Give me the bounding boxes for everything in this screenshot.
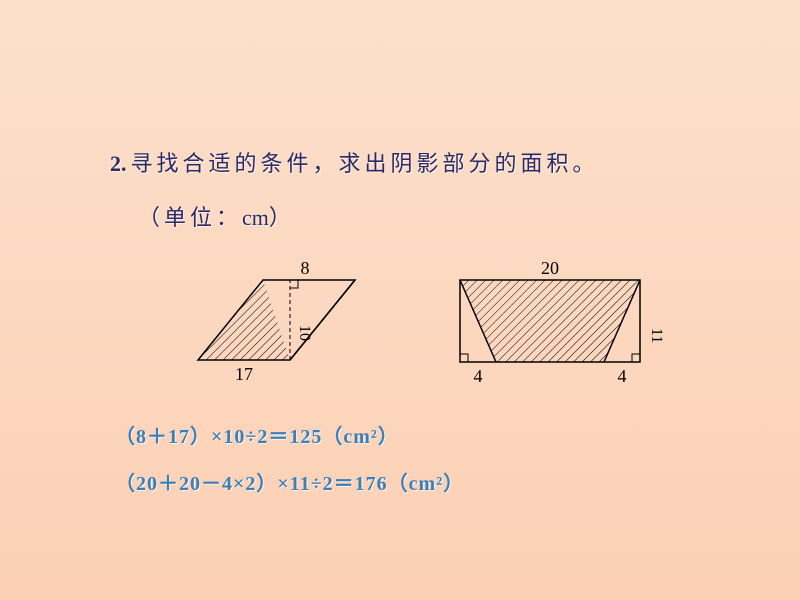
fig2-ra-left — [460, 354, 468, 362]
fig2-shaded — [460, 280, 640, 362]
fig1-bottom-label: 17 — [235, 364, 253, 384]
problem-block: 2. 寻找合适的条件，求出阴影部分的面积。 （单位：cm） — [110, 140, 710, 243]
fig2-br-label: 4 — [618, 366, 627, 386]
figures-container: 8 17 10 20 4 4 11 — [130, 255, 690, 400]
figure-1: 8 17 10 — [198, 258, 355, 384]
problem-line1: 2. 寻找合适的条件，求出阴影部分的面积。 — [110, 140, 710, 188]
fig1-diag — [290, 280, 355, 360]
problem-number: 2. — [110, 151, 127, 176]
answer-2: （20＋20－4×2）×11÷2＝176（cm²） — [115, 467, 464, 496]
fig2-height-label: 11 — [648, 328, 665, 343]
fig1-height-label: 10 — [296, 325, 313, 341]
fig2-top-label: 20 — [541, 258, 559, 278]
fig1-shaded — [198, 280, 290, 360]
problem-line2: （单位：cm） — [138, 194, 710, 242]
unit-prefix: （单位： — [138, 205, 242, 230]
answers-block: （8＋17）×10÷2＝125（cm²） （20＋20－4×2）×11÷2＝17… — [115, 420, 464, 514]
fig2-bl-label: 4 — [474, 366, 483, 386]
figure-2: 20 4 4 11 — [460, 258, 665, 386]
unit-value: cm — [242, 205, 269, 230]
fig1-top-label: 8 — [301, 258, 310, 278]
fig1-right-angle — [290, 280, 298, 288]
problem-text: 寻找合适的条件，求出阴影部分的面积。 — [131, 151, 599, 176]
answer-1: （8＋17）×10÷2＝125（cm²） — [115, 420, 464, 449]
figures-svg: 8 17 10 20 4 4 11 — [130, 255, 690, 395]
unit-suffix: ） — [269, 205, 295, 230]
fig2-ra-right — [632, 354, 640, 362]
